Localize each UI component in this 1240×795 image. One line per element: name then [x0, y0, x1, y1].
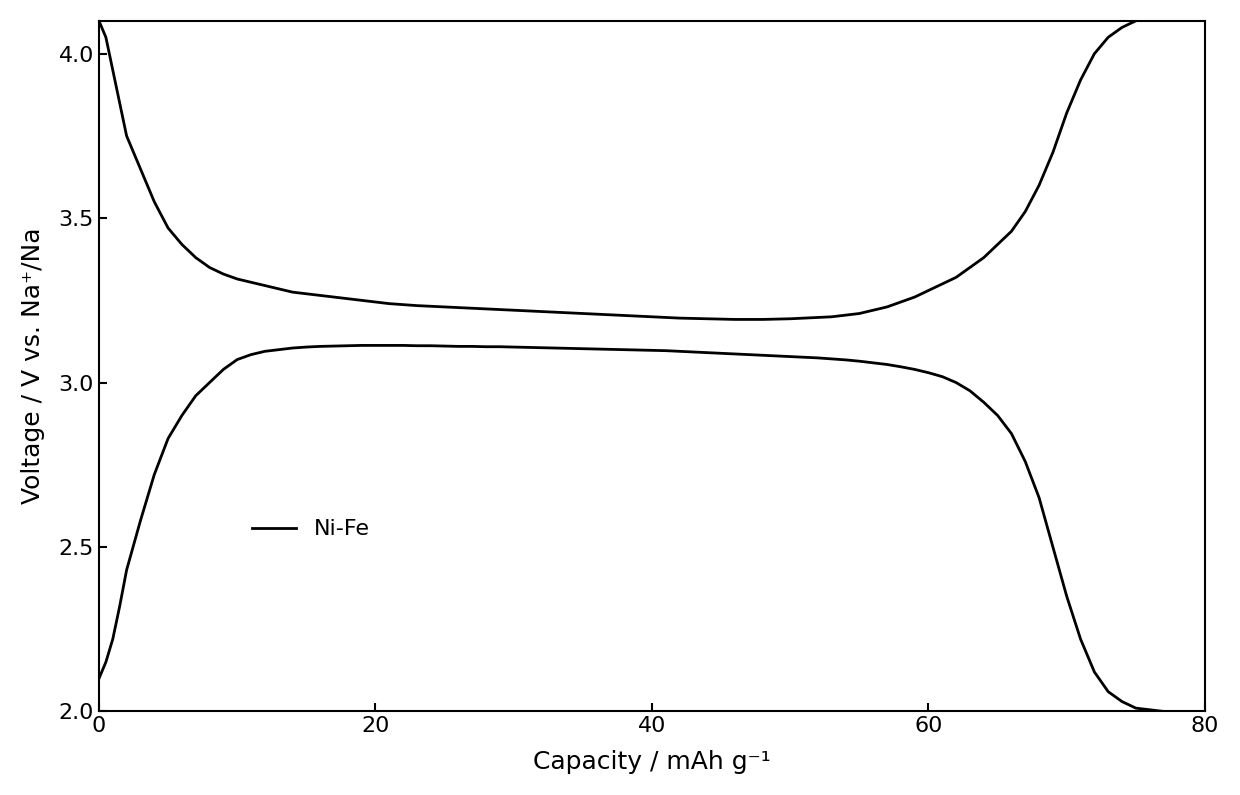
Y-axis label: Voltage / V vs. Na⁺/Na: Voltage / V vs. Na⁺/Na [21, 228, 45, 504]
Legend: Ni-Fe: Ni-Fe [243, 510, 378, 549]
X-axis label: Capacity / mAh g⁻¹: Capacity / mAh g⁻¹ [533, 750, 771, 774]
